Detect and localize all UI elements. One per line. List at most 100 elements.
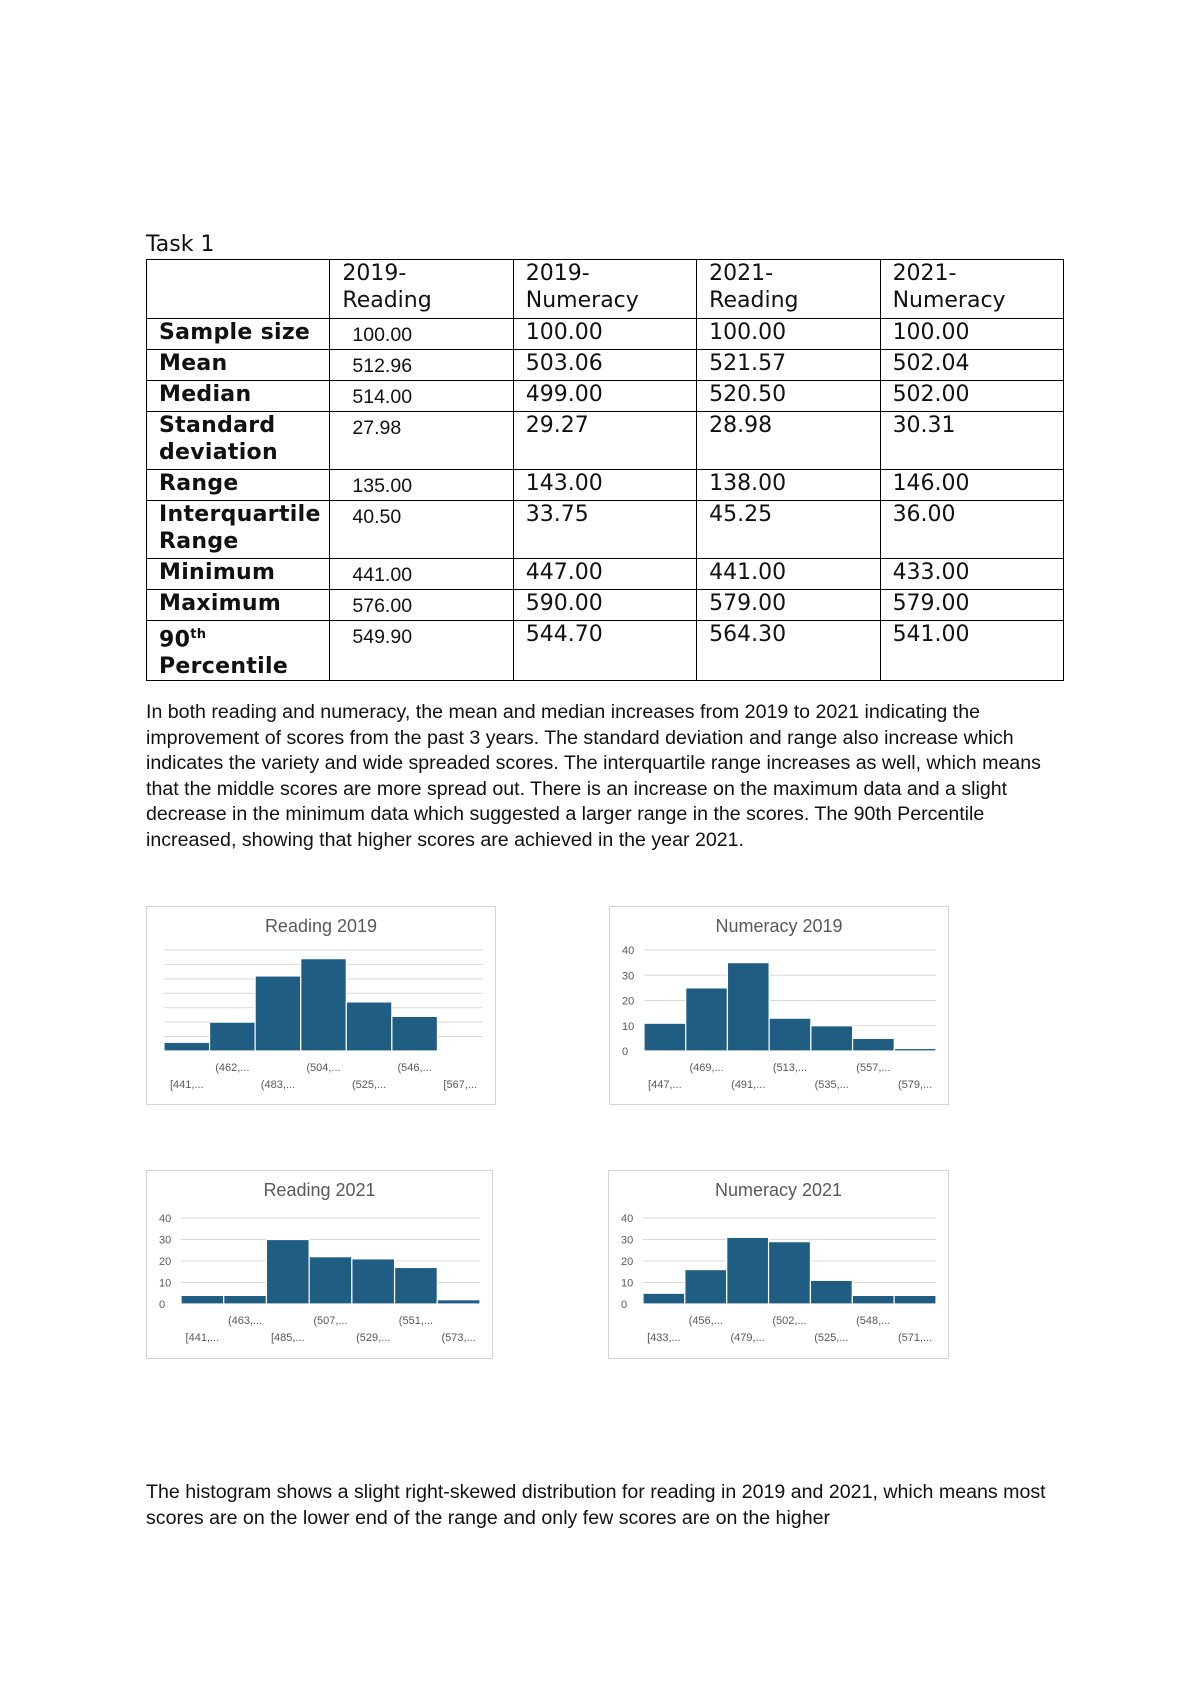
value-cell: 138.00 — [696, 469, 881, 501]
y-tick-label: 20 — [159, 1256, 171, 1268]
x-tick-label: (479,... — [731, 1332, 765, 1344]
label-sup: th — [190, 627, 207, 642]
value-cell: 549.90 — [329, 619, 514, 682]
x-tick-label: [441,... — [170, 1079, 204, 1091]
y-tick-label: 0 — [622, 1046, 628, 1058]
bar — [436, 1299, 481, 1305]
value-cell: 579.00 — [696, 589, 881, 621]
bar — [223, 1294, 268, 1305]
value-cell: 503.06 — [512, 349, 698, 381]
value-cell: 590.00 — [512, 589, 698, 621]
header-text: 2021-Numeracy — [892, 261, 1006, 313]
header-cell: 2019-Reading — [329, 259, 514, 319]
value-cell: 100.00 — [696, 318, 881, 350]
label-text: Mean — [159, 351, 228, 376]
x-tick-label: (546,... — [398, 1062, 432, 1074]
x-tick-label: [433,... — [647, 1332, 681, 1344]
y-tick-label: 30 — [159, 1235, 171, 1247]
y-tick-label: 10 — [621, 1278, 633, 1290]
stats-table: 2019-Reading 2019-Numeracy 2021-Reading 202… — [145, 259, 1065, 682]
value-cell: 521.57 — [696, 349, 881, 381]
value-cell: 441.00 — [329, 558, 514, 590]
value-cell: 100.00 — [329, 318, 514, 350]
x-tick-label: (462,... — [215, 1062, 249, 1074]
row-label: Maximum — [145, 589, 331, 621]
chart-card: Numeracy 2019 0 10 20 30 40 [447,... (469,... (4… — [609, 906, 949, 1105]
label-text: Minimum — [159, 560, 276, 585]
label-text: Maximum — [159, 591, 282, 616]
table-row: Interquartile Range 40.50 33.75 45.25 36.00 — [145, 500, 1065, 559]
bar — [391, 1015, 439, 1052]
x-tick-label: (504,... — [306, 1062, 340, 1074]
y-tick-label: 20 — [621, 1256, 633, 1268]
value-cell: 576.00 — [329, 589, 514, 621]
row-label: 90th Percentile — [145, 619, 331, 682]
corner-cell — [145, 259, 331, 319]
x-tick-label: (507,... — [313, 1315, 347, 1327]
value-cell: 27.98 — [329, 411, 514, 470]
y-tick-label: 40 — [159, 1213, 171, 1225]
x-tick-label: (548,... — [856, 1315, 890, 1327]
y-tick-label: 10 — [159, 1278, 171, 1290]
bar — [643, 1022, 687, 1052]
label-text: Interquartile Range — [159, 502, 321, 554]
header-text: 2019-Numeracy — [525, 261, 639, 313]
label-text: Sample size — [159, 320, 311, 345]
chart-title: Reading 2021 — [263, 1180, 375, 1200]
bar — [810, 1025, 854, 1052]
y-tick-label: 10 — [622, 1021, 634, 1033]
bar — [767, 1241, 812, 1305]
x-tick-label: [447,... — [648, 1079, 682, 1091]
bar — [180, 1294, 225, 1305]
histogram: Numeracy 2021 0 10 20 30 40 [433,... (456,... (4… — [621, 1180, 937, 1344]
y-tick-label: 20 — [622, 996, 634, 1008]
x-tick-label: (513,... — [773, 1062, 807, 1074]
value-cell: 30.31 — [879, 411, 1065, 470]
value-cell: 502.00 — [879, 380, 1065, 412]
y-tick-label: 30 — [622, 970, 634, 982]
value-cell: 28.98 — [696, 411, 881, 470]
bar — [684, 1268, 728, 1305]
paragraph: The histogram shows a slight right-skewe… — [146, 1481, 1046, 1529]
value-cell: 40.50 — [329, 500, 514, 559]
histogram: Reading 2021 0 10 20 30 40 [441,... (463,... [48… — [159, 1180, 481, 1344]
x-tick-label: [441,... — [186, 1332, 220, 1344]
chart-title: Numeracy 2021 — [715, 1180, 842, 1200]
bar — [893, 1047, 937, 1052]
bar — [393, 1266, 438, 1305]
value-cell: 512.96 — [329, 349, 514, 381]
value-cell: 447.00 — [512, 558, 698, 590]
value-cell: 541.00 — [879, 619, 1065, 682]
x-tick-label: [567,... — [443, 1079, 477, 1091]
value-cell: 45.25 — [696, 500, 881, 559]
value-cell: 441.00 — [696, 558, 881, 590]
x-tick-label: (551,... — [399, 1315, 433, 1327]
value-cell: 146.00 — [879, 469, 1065, 501]
value-cell: 520.50 — [696, 380, 881, 412]
value-cell: 33.75 — [512, 500, 698, 559]
y-tick-label: 0 — [159, 1299, 165, 1311]
table-row: Maximum 576.00 590.00 579.00 579.00 — [145, 589, 1065, 621]
bar — [163, 1041, 211, 1052]
table-row: Mean 512.96 503.06 521.57 502.04 — [145, 349, 1065, 381]
histogram: Reading 2019 [441,... (462,... (483,... (504… — [163, 916, 484, 1091]
value-cell: 29.27 — [512, 411, 698, 470]
value-cell: 135.00 — [329, 469, 514, 501]
x-tick-label: (529,... — [356, 1332, 390, 1344]
x-tick-label: (525,... — [352, 1079, 386, 1091]
x-tick-label: (573,... — [442, 1332, 476, 1344]
header-text: 2019-Reading — [342, 261, 432, 313]
x-tick-label: (579,... — [898, 1079, 932, 1091]
label-text: Median — [159, 382, 252, 407]
bar — [809, 1279, 853, 1305]
x-tick-label: (456,... — [689, 1315, 723, 1327]
bar — [851, 1294, 895, 1305]
chart-card: Numeracy 2021 0 10 20 30 40 [433,... (456,... (4… — [608, 1170, 949, 1359]
x-tick-label: [485,... — [271, 1332, 305, 1344]
value-cell: 579.00 — [879, 589, 1065, 621]
bar — [436, 1050, 484, 1053]
chart-card: Reading 2019 [441,... (462,... (483,... (504… — [146, 906, 496, 1105]
x-tick-label: (491,... — [731, 1079, 765, 1091]
x-tick-label: (557,... — [856, 1062, 890, 1074]
